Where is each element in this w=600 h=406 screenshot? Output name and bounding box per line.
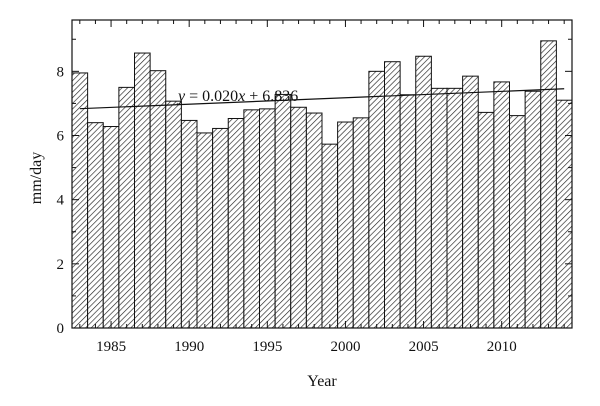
trendline-equation: y = 0.020x + 6.836 xyxy=(176,88,298,105)
bar-2009 xyxy=(477,111,495,329)
bar-1985 xyxy=(102,126,120,329)
bar-1991 xyxy=(196,132,214,329)
bar-1990 xyxy=(180,119,198,329)
y-tick-label: 8 xyxy=(57,64,65,80)
x-tick-label: 2000 xyxy=(330,339,360,355)
bar-2012 xyxy=(524,90,542,329)
bar-2003 xyxy=(384,61,401,329)
bar-2007 xyxy=(446,87,464,329)
axes-group: 1985 1990 1995 2000 2005 2010 0 2 4 6 8 xyxy=(57,19,573,355)
bar-2002 xyxy=(368,70,385,329)
bar-1995 xyxy=(259,108,276,329)
plot-frame xyxy=(71,19,573,329)
bar-2004 xyxy=(399,94,417,329)
bar-1988 xyxy=(149,70,167,329)
bars-group xyxy=(71,40,573,329)
bar-2001 xyxy=(352,117,370,329)
trendline-group xyxy=(79,88,565,110)
y-axis-title: mm/day xyxy=(28,152,45,204)
x-tick-label: 1995 xyxy=(252,339,282,355)
x-tick-label: 1985 xyxy=(96,339,126,355)
bar-1996 xyxy=(274,93,292,329)
bar-1997 xyxy=(290,106,307,329)
bar-1992 xyxy=(212,127,229,329)
bar-2013 xyxy=(540,40,557,329)
bar-2008 xyxy=(462,75,479,329)
bar-1999 xyxy=(321,143,339,329)
bar-1983 xyxy=(71,72,89,329)
bar-1987 xyxy=(134,52,151,329)
bar-1989 xyxy=(165,100,182,329)
bar-2006 xyxy=(430,87,448,329)
y-tick-label: 0 xyxy=(57,321,65,337)
y-tick-label: 2 xyxy=(57,257,65,273)
bar-2005 xyxy=(415,55,432,329)
bar-1998 xyxy=(305,112,323,329)
bar-1994 xyxy=(243,109,260,329)
bar-1993 xyxy=(227,117,245,329)
y-tick-label: 4 xyxy=(57,193,65,209)
bar-2014 xyxy=(555,99,573,329)
x-axis-title: Year xyxy=(307,373,337,390)
y-tick-label: 6 xyxy=(57,129,65,145)
bar-2011 xyxy=(509,115,526,329)
bar-1986 xyxy=(118,86,135,329)
x-tick-label: 1990 xyxy=(174,339,204,355)
x-tick-label: 2005 xyxy=(409,339,439,355)
bar-1984 xyxy=(87,122,104,329)
trendline xyxy=(79,88,565,110)
x-tick-label: 2010 xyxy=(487,339,517,355)
bar-2010 xyxy=(493,81,510,329)
bar-2000 xyxy=(337,121,354,329)
